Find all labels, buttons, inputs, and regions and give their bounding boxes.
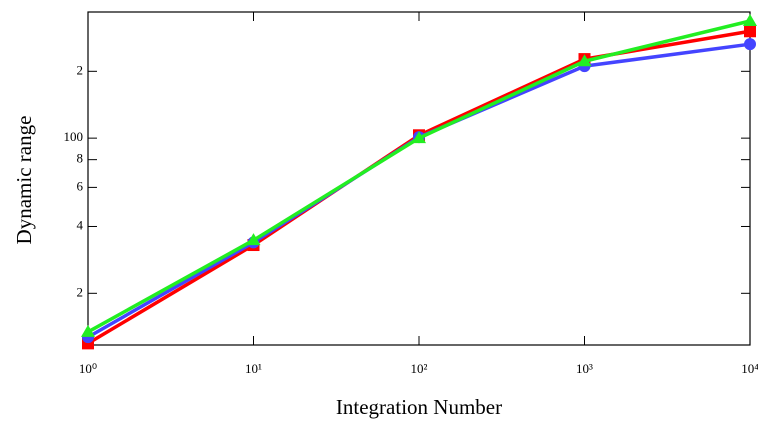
- y-tick-label: 2: [77, 62, 84, 77]
- x-tick-label: 10¹: [245, 361, 262, 376]
- x-axis-label: Integration Number: [336, 395, 502, 419]
- marker: [743, 14, 757, 27]
- y-tick-label: 4: [77, 217, 84, 232]
- y-tick-label: 2: [77, 284, 84, 299]
- y-axis-label: Dynamic range: [12, 116, 36, 245]
- marker: [577, 54, 592, 67]
- series-line: [87, 29, 751, 345]
- x-tick-label: 10³: [576, 361, 593, 376]
- y-tick-label: 6: [77, 178, 84, 193]
- marker: [744, 25, 756, 38]
- x-tick-label: 10²: [411, 361, 428, 376]
- x-tick-label: 10⁴: [741, 361, 758, 376]
- y-tick-label: 8: [77, 151, 84, 166]
- series-line: [87, 42, 751, 339]
- y-tick-label: 100: [64, 129, 84, 144]
- marker: [246, 233, 261, 246]
- plot-frame: [87, 11, 751, 346]
- marker: [412, 131, 426, 144]
- x-tick-label: 10⁰: [79, 361, 97, 376]
- marker: [744, 38, 756, 51]
- marker: [81, 324, 95, 337]
